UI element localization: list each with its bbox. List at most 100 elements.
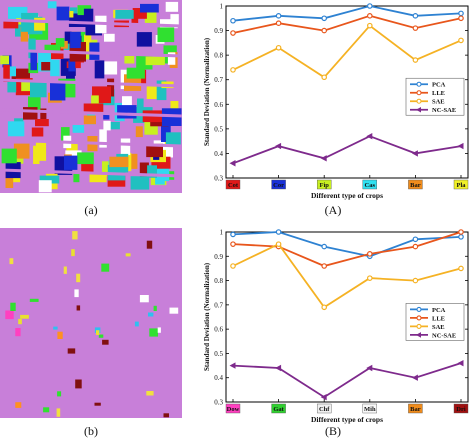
map-patch xyxy=(83,115,96,125)
data-point xyxy=(366,364,373,372)
map-patch xyxy=(122,96,132,109)
data-point xyxy=(458,37,464,44)
legend-marker xyxy=(416,81,422,87)
y-axis-label: Standard Deviation (Normalization) xyxy=(203,37,211,146)
category-swatch xyxy=(225,403,241,414)
map-patch xyxy=(146,391,154,396)
map-patch xyxy=(43,407,50,413)
map-patch xyxy=(117,105,137,119)
map-patch xyxy=(139,162,149,179)
map-patch xyxy=(156,80,167,101)
series-line-sae xyxy=(232,242,462,309)
y-tick-label: 0.5 xyxy=(214,125,223,133)
x-tick-label: Dri xyxy=(456,406,466,413)
map-patch xyxy=(21,79,31,92)
map-patch xyxy=(101,263,110,272)
data-point xyxy=(230,17,236,24)
map-patch xyxy=(81,161,94,174)
map-background xyxy=(0,228,182,418)
map-patch xyxy=(146,86,158,99)
map-patch xyxy=(72,125,85,133)
map-patch xyxy=(9,258,14,265)
data-point xyxy=(321,74,328,81)
map-patch xyxy=(50,82,66,101)
map-patch xyxy=(38,180,52,193)
data-point xyxy=(229,160,236,167)
x-tick-label: Mih xyxy=(364,406,376,413)
map-patch xyxy=(77,152,94,165)
map-patch xyxy=(63,266,67,274)
data-point xyxy=(230,263,236,269)
data-point xyxy=(458,229,464,235)
map-patch xyxy=(9,66,16,77)
map-patch xyxy=(55,38,65,47)
data-point xyxy=(412,236,419,243)
legend-marker xyxy=(416,306,422,312)
data-point xyxy=(457,359,464,367)
map-patch xyxy=(106,122,120,130)
map-patch xyxy=(146,240,153,249)
data-point xyxy=(230,67,236,73)
y-tick-label: 0.9 xyxy=(214,27,223,35)
legend-label: NC-SAE xyxy=(432,332,456,339)
map-patch xyxy=(120,138,131,156)
map-patch xyxy=(161,125,171,142)
map-patch xyxy=(103,120,111,131)
series-line-pca xyxy=(232,231,462,258)
map-road xyxy=(0,138,182,148)
map-patch xyxy=(96,330,100,335)
data-point xyxy=(458,234,464,240)
series-line-lle xyxy=(232,14,462,34)
data-point xyxy=(229,362,236,369)
map-patch xyxy=(170,14,179,25)
data-point xyxy=(367,275,373,281)
data-point xyxy=(412,57,419,63)
map-patch xyxy=(165,1,179,12)
map-patch xyxy=(83,8,94,24)
x-tick-label: Fip xyxy=(319,182,329,189)
legend-marker xyxy=(416,106,421,113)
map-patch xyxy=(64,31,72,44)
map-patch xyxy=(71,249,75,257)
map-patch xyxy=(20,26,29,42)
y-tick-label: 0.8 xyxy=(214,52,223,60)
legend-label: PCA xyxy=(432,307,446,314)
map-patch xyxy=(29,298,39,302)
map-patch xyxy=(76,305,81,311)
data-point xyxy=(230,231,236,238)
map-patch xyxy=(163,413,169,418)
series-line-nc-sae xyxy=(232,362,462,399)
data-point xyxy=(367,22,373,29)
map-patch xyxy=(0,55,10,65)
panel-label-B: (B) xyxy=(325,424,341,438)
map-patch xyxy=(40,108,47,125)
category-swatch xyxy=(408,179,423,190)
data-point xyxy=(320,155,327,162)
map-patch xyxy=(1,148,17,164)
map-patch xyxy=(94,402,101,406)
map-patch xyxy=(167,52,176,65)
legend-label: SAE xyxy=(432,324,445,331)
map-patch xyxy=(157,327,161,333)
data-point xyxy=(321,304,328,311)
map-patch xyxy=(134,321,139,327)
map-patch xyxy=(57,391,62,397)
category-swatch xyxy=(271,179,286,190)
series-line-pca xyxy=(232,5,462,22)
map-patch xyxy=(147,165,157,178)
category-swatch xyxy=(316,179,332,190)
legend-label: PCA xyxy=(432,82,446,89)
map-patch xyxy=(99,129,107,148)
map-patch xyxy=(137,98,144,113)
map-patch xyxy=(70,7,78,16)
map-patch xyxy=(146,143,163,158)
map-patch xyxy=(126,67,145,79)
map-patch xyxy=(47,1,57,9)
data-point xyxy=(412,277,419,284)
map-patch xyxy=(28,38,36,59)
map-patch xyxy=(125,253,131,257)
map-patch xyxy=(76,273,81,283)
map-patch xyxy=(13,143,30,159)
category-swatch xyxy=(453,403,469,414)
x-tick-label: Cas xyxy=(365,182,376,189)
